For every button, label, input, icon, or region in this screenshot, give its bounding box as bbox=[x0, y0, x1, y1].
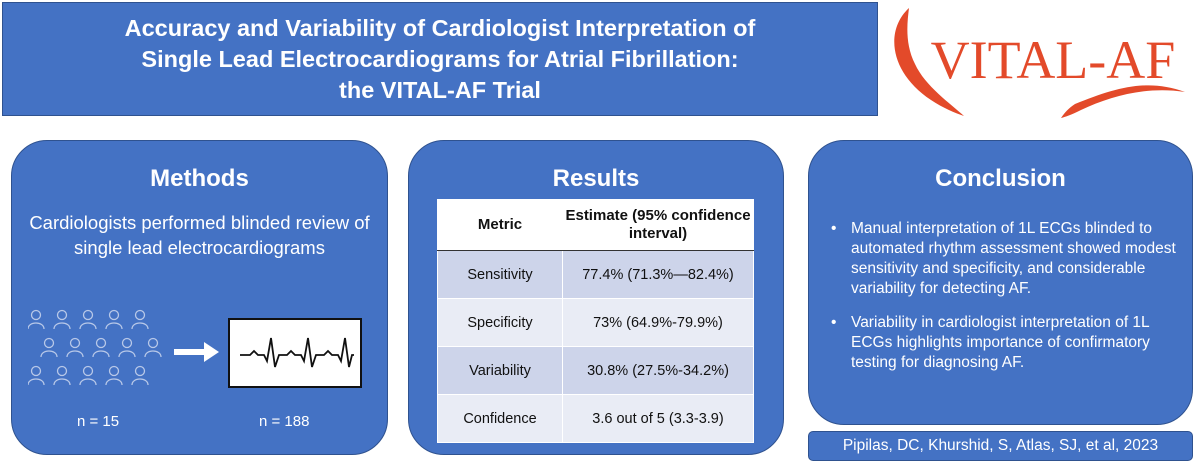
estimate-cell: 77.4% (71.3%—82.4%) bbox=[562, 250, 754, 299]
methods-panel: Methods Cardiologists performed blinded … bbox=[11, 140, 388, 455]
table-row: Sensitivity 77.4% (71.3%—82.4%) bbox=[437, 250, 754, 299]
table-row: Specificity 73% (64.9%-79.9%) bbox=[437, 298, 754, 347]
conclusion-point-1: Manual interpretation of 1L ECGs blinded… bbox=[851, 220, 1176, 297]
logo-heart-swoosh-left bbox=[894, 8, 964, 116]
estimate-cell: 73% (64.9%-79.9%) bbox=[562, 298, 754, 347]
estimate-cell: 3.6 out of 5 (3.3-3.9) bbox=[562, 394, 754, 443]
table-header-row: Metric Estimate (95% confidence interval… bbox=[437, 199, 754, 251]
estimate-cell: 30.8% (27.5%-34.2%) bbox=[562, 346, 754, 395]
title-line-1: Accuracy and Variability of Cardiologist… bbox=[124, 14, 756, 41]
results-title: Results bbox=[552, 165, 640, 192]
results-table: Metric Estimate (95% confidence interval… bbox=[437, 199, 754, 443]
title-banner: Accuracy and Variability of Cardiologist… bbox=[2, 2, 878, 116]
cardiologists-people-icon bbox=[28, 309, 162, 386]
citation-box: Pipilas, DC, Khurshid, S, Atlas, SJ, et … bbox=[808, 431, 1193, 461]
conclusion-panel: Conclusion • Manual interpretation of 1L… bbox=[808, 140, 1193, 425]
logo-text: VITAL-AF bbox=[931, 30, 1176, 90]
metric-cell: Sensitivity bbox=[437, 250, 563, 299]
metric-cell: Confidence bbox=[437, 394, 563, 443]
n-cardiologists-label: n = 15 bbox=[77, 413, 120, 430]
methods-description: Cardiologists performed blinded review o… bbox=[29, 212, 370, 258]
n-ecgs-label: n = 188 bbox=[259, 413, 310, 430]
table-row: Variability 30.8% (27.5%-34.2%) bbox=[437, 346, 754, 395]
results-panel: Results Metric Estimate (95% confidence … bbox=[408, 140, 784, 455]
ecg-waveform-icon bbox=[240, 337, 354, 368]
table-row: Confidence 3.6 out of 5 (3.3-3.9) bbox=[437, 394, 754, 443]
conclusion-point-2: Variability in cardiologist interpretati… bbox=[851, 314, 1150, 371]
title-line-2: Single Lead Electrocardiograms for Atria… bbox=[141, 45, 739, 72]
bullet-icon: • bbox=[831, 220, 837, 237]
methods-title: Methods bbox=[150, 165, 249, 192]
column-header-estimate: Estimate (95% confidence interval) bbox=[562, 199, 754, 251]
list-item: • Variability in cardiologist interpreta… bbox=[825, 313, 1178, 373]
metric-cell: Variability bbox=[437, 346, 563, 395]
vital-af-logo: VITAL-AF bbox=[894, 8, 1185, 118]
title-line-3: the VITAL-AF Trial bbox=[339, 76, 541, 103]
column-header-metric: Metric bbox=[437, 199, 563, 251]
conclusion-title: Conclusion bbox=[935, 165, 1066, 192]
bullet-icon: • bbox=[831, 314, 837, 331]
logo-heart-swoosh-right bbox=[1061, 85, 1185, 118]
list-item: • Manual interpretation of 1L ECGs blind… bbox=[825, 219, 1178, 299]
metric-cell: Specificity bbox=[437, 298, 563, 347]
ecg-tracing-box bbox=[228, 318, 362, 388]
conclusion-list: • Manual interpretation of 1L ECGs blind… bbox=[825, 219, 1178, 387]
right-arrow-icon bbox=[174, 342, 219, 362]
